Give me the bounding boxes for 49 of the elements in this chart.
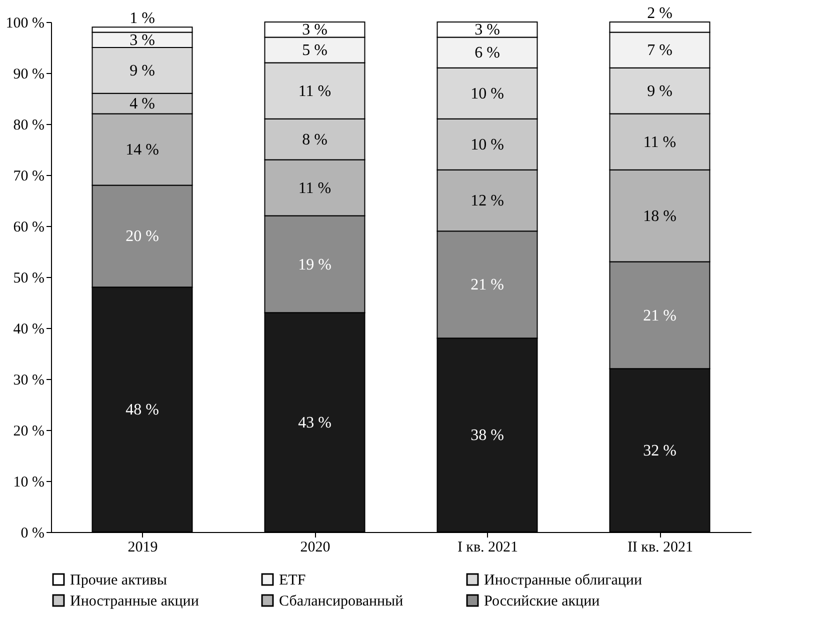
text: 2 %: [647, 5, 672, 22]
text: 4 %: [130, 96, 155, 113]
text: 21 %: [470, 276, 504, 294]
text: 7 %: [647, 42, 672, 60]
y-tick-label: 90 %: [13, 66, 44, 82]
y-tick-label: 60 %: [13, 220, 44, 236]
text: 18 %: [643, 208, 676, 225]
y-tick-label: 0 %: [20, 526, 44, 542]
text: 12 %: [470, 192, 504, 210]
y-tick-label: 80 %: [13, 118, 44, 134]
text: 1 %: [130, 10, 155, 28]
x-tick-label: II кв. 2021: [627, 540, 694, 556]
text: 3 %: [302, 22, 328, 39]
y-tick-label: 50 %: [13, 270, 44, 286]
text: 3 %: [130, 32, 155, 49]
text: 48 %: [126, 402, 159, 419]
y-tick-label: 100 %: [6, 16, 44, 32]
y-tick-label: 20 %: [13, 424, 44, 440]
text: 43 %: [298, 414, 332, 432]
x-tick-label: 2020: [300, 540, 330, 556]
text: 10 %: [470, 85, 504, 102]
text: 11 %: [643, 134, 676, 151]
text: 3 %: [474, 22, 500, 39]
text: 5 %: [302, 42, 328, 60]
legend-label: Сбалансированный: [279, 594, 404, 610]
y-tick-label: 70 %: [13, 168, 44, 184]
text: 8 %: [302, 131, 328, 148]
text: 11 %: [298, 180, 332, 197]
legend-label: ETF: [279, 572, 306, 589]
text: 10 %: [470, 136, 504, 154]
y-tick-label: 30 %: [13, 372, 44, 388]
text: 19 %: [298, 256, 332, 274]
x-tick-label: 2019: [128, 540, 158, 556]
text: 21 %: [643, 307, 676, 324]
legend-label: Прочие активы: [70, 572, 167, 589]
text: 9 %: [647, 82, 672, 100]
text: 9 %: [130, 62, 155, 80]
text: 38 %: [470, 427, 504, 444]
x-tick-label: I кв. 2021: [457, 540, 518, 556]
y-tick-label: 40 %: [13, 322, 44, 338]
text: 14 %: [126, 142, 159, 158]
legend-label: Российские акции: [484, 594, 600, 610]
y-tick-label: 10 %: [13, 474, 44, 490]
text: 11 %: [298, 82, 332, 100]
legend-label: Иностранные облигации: [484, 572, 642, 589]
text: 32 %: [643, 442, 676, 460]
text: 20 %: [126, 228, 159, 246]
legend-label: Иностранные акции: [70, 594, 199, 610]
text: 6 %: [474, 44, 500, 62]
